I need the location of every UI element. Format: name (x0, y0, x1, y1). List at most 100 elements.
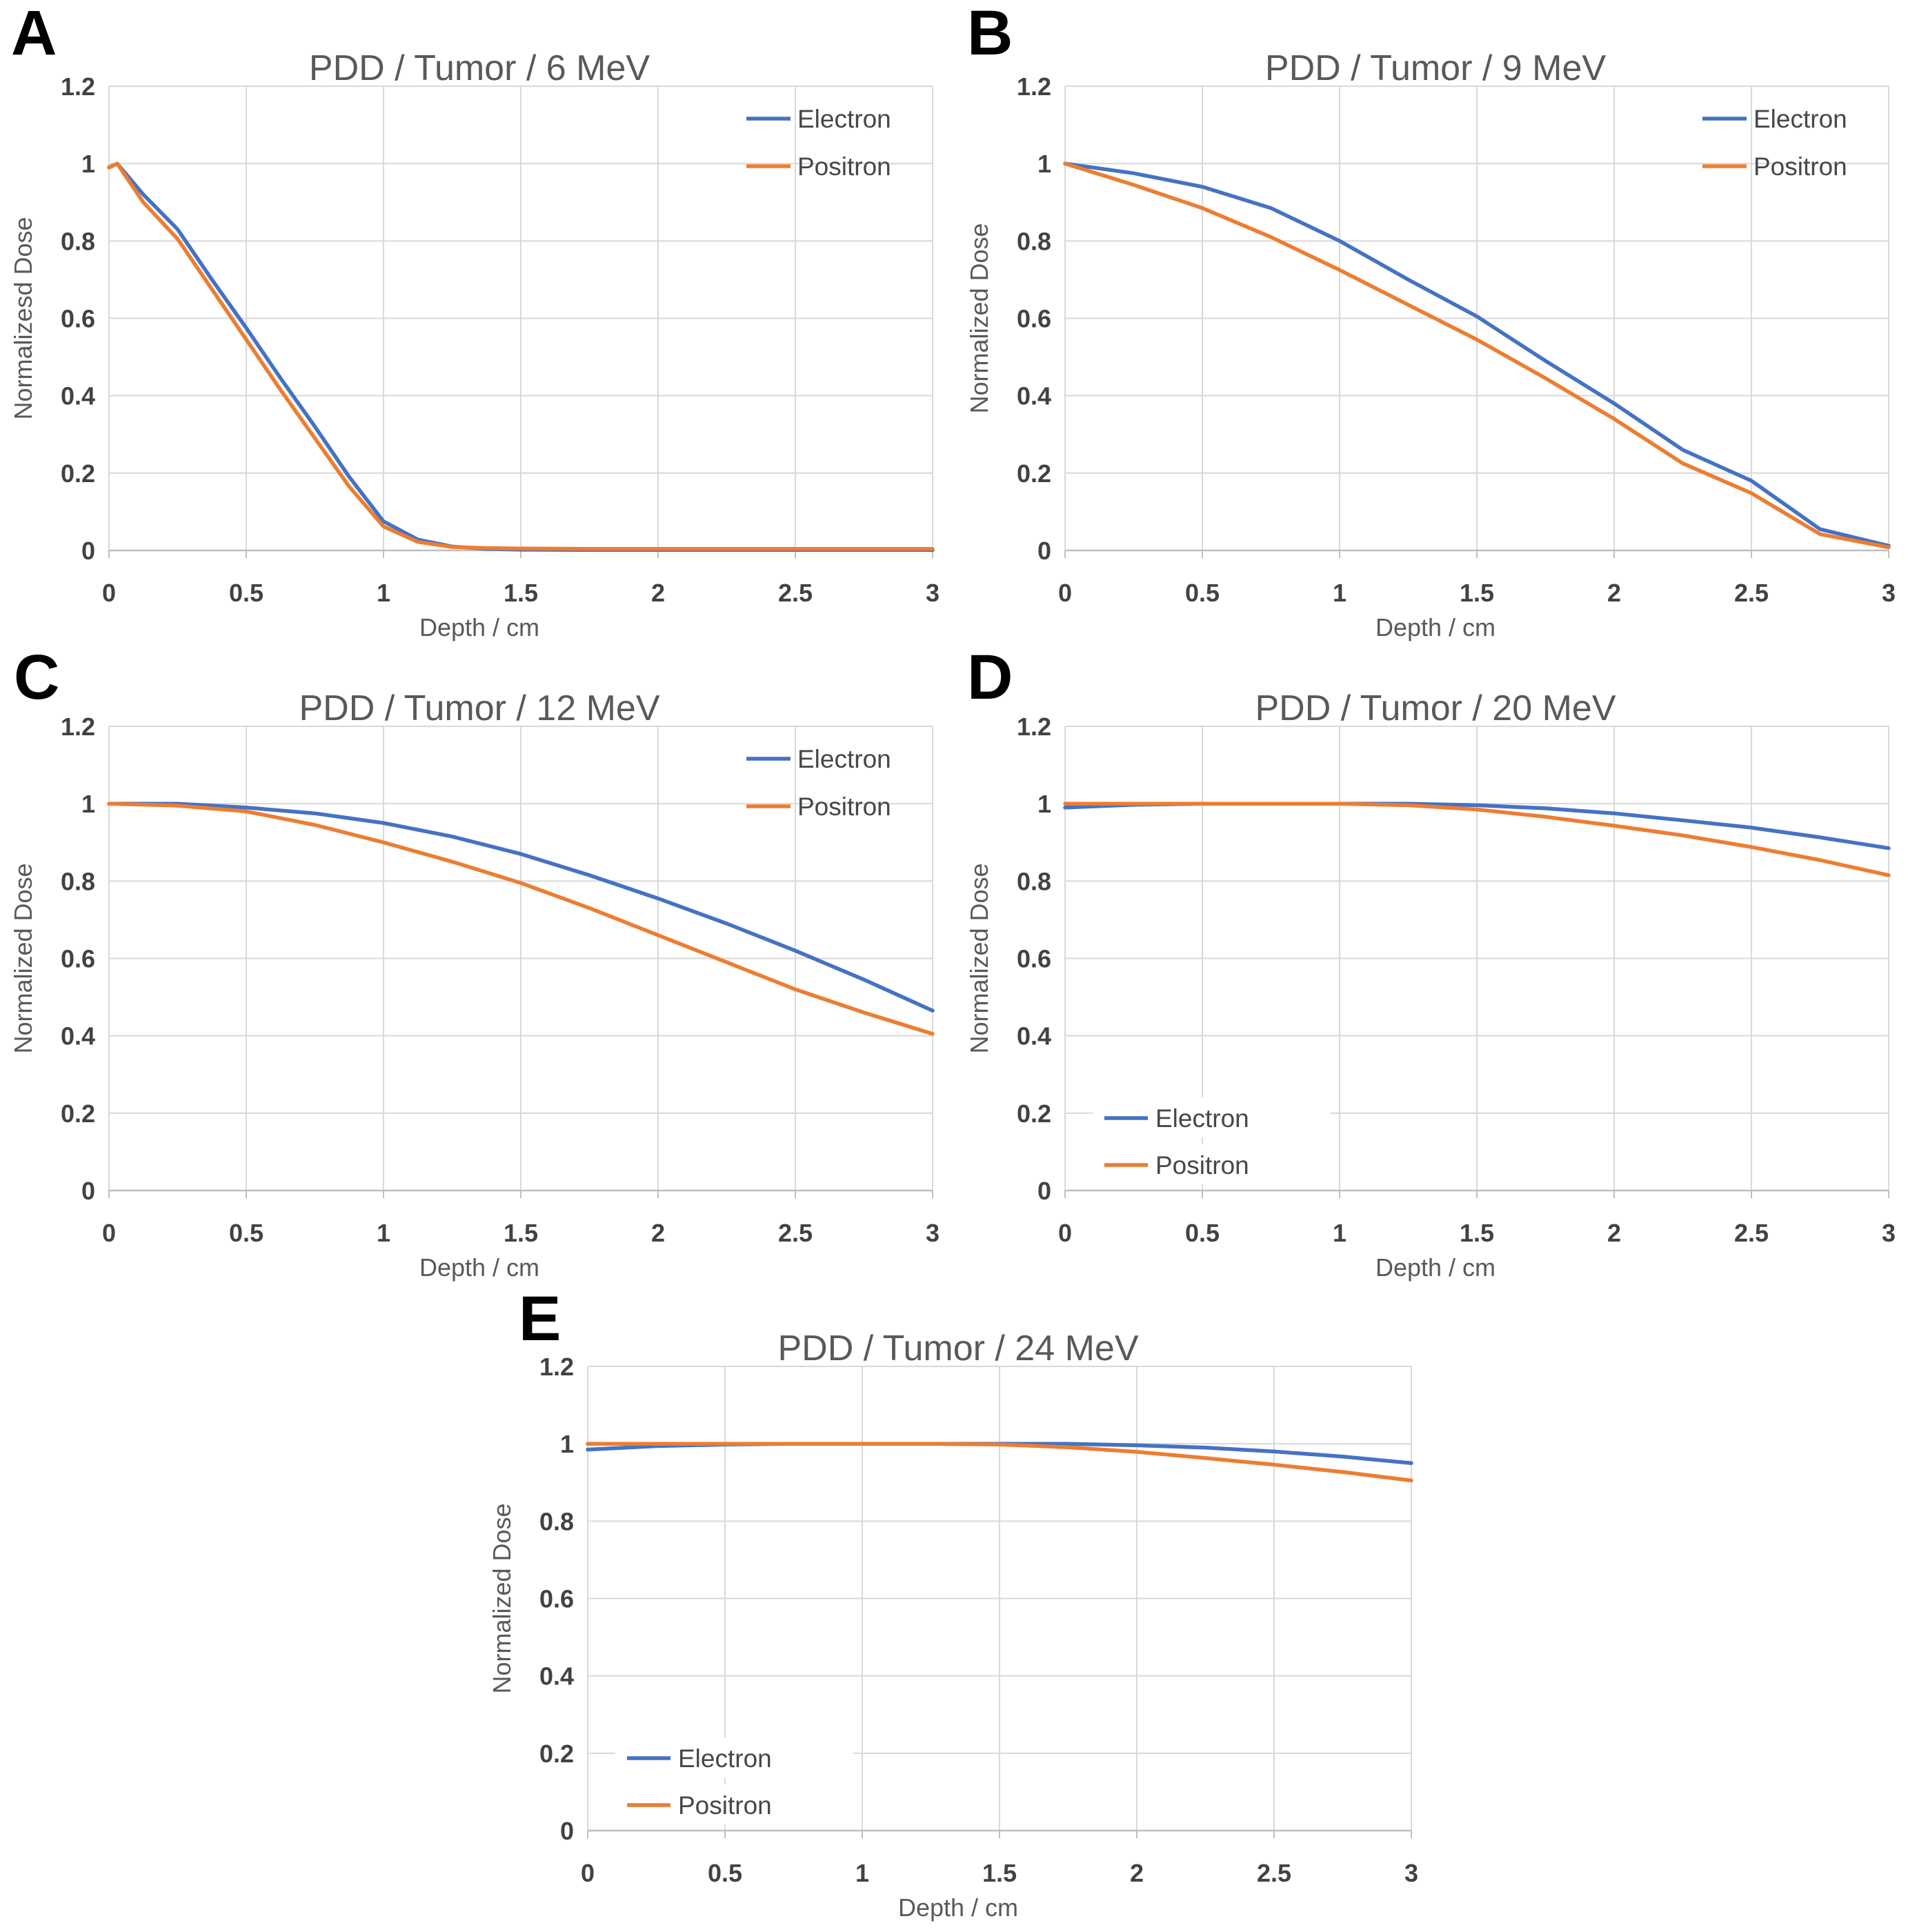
chart-panel-b: B PDD / Tumor / 9 MeV 0 0.5 1 1.5 2 2.5 3 0 0.2 0.… (956, 0, 1908, 655)
series-positron-line (107, 161, 935, 551)
x-axis-title: Depth / cm (419, 1253, 539, 1282)
y-tick-label: 1.2 (61, 713, 95, 741)
x-axis-title: Depth / cm (1375, 613, 1495, 641)
legend-electron-label: Electron (797, 745, 891, 773)
series-electron-line (107, 801, 935, 1013)
x-tick-label: 2 (1607, 579, 1621, 607)
legend-positron-label: Positron (797, 793, 891, 821)
x-tick-label: 2 (1130, 1859, 1144, 1887)
x-tick-label: 3 (1882, 579, 1896, 607)
x-tick-label: 3 (926, 1219, 940, 1247)
series-positron-line (586, 1442, 1413, 1483)
panel-letter-a: A (11, 0, 57, 68)
x-tick-label: 1.5 (1460, 1219, 1494, 1247)
x-tick-label: 0 (1058, 579, 1072, 607)
y-tick-label: 1.2 (61, 72, 95, 101)
x-tick-label: 2.5 (1734, 579, 1769, 607)
x-tick-label: 3 (1882, 1219, 1896, 1247)
x-tick-label: 2.5 (778, 1219, 813, 1247)
pdd-12mev-chart: PDD / Tumor / 12 MeV 0 0.5 1 1.5 2 2.5 3 0 0.2 0.4… (9, 688, 940, 1282)
chart-panel-e: E PDD / Tumor / 24 MeV 0 0.5 1 1.5 2 2.5 3 0 0.2 0… (479, 1280, 1438, 1932)
legend-electron-label: Electron (678, 1744, 772, 1773)
legend-positron-label: Positron (678, 1791, 772, 1820)
y-tick-label: 0.2 (1017, 459, 1051, 488)
series-electron-line (1063, 161, 1891, 548)
x-axis-title: Depth / cm (419, 613, 539, 641)
y-tick-label: 1.2 (1017, 713, 1051, 741)
chart-title: PDD / Tumor / 20 MeV (1255, 688, 1616, 728)
y-tick-label: 0 (560, 1817, 574, 1845)
panel-letter-b: B (967, 0, 1013, 68)
x-tick-label: 1.5 (982, 1859, 1017, 1887)
legend-positron-label: Positron (797, 152, 891, 181)
y-tick-label: 0.6 (61, 305, 95, 333)
x-tick-label: 0.5 (1185, 579, 1220, 607)
y-tick-label: 0.6 (1017, 945, 1051, 973)
y-tick-label: 0.8 (539, 1507, 574, 1535)
legend-positron-label: Positron (1155, 1151, 1249, 1179)
y-axis-title: Normalized Dose (965, 223, 993, 413)
x-tick-label: 0 (102, 579, 116, 607)
y-tick-label: 1 (81, 790, 95, 818)
panel-letter-e: E (519, 1284, 562, 1354)
x-tick-label: 2 (1607, 1219, 1621, 1247)
pdd-9mev-chart: PDD / Tumor / 9 MeV 0 0.5 1 1.5 2 2.5 3 0 0.2 0.4 0… (965, 48, 1896, 641)
legend-positron-label: Positron (1753, 152, 1847, 181)
x-tick-label: 0 (1058, 1219, 1072, 1247)
y-tick-label: 0.6 (539, 1585, 574, 1613)
y-axis-title: Normalized Dose (965, 863, 993, 1053)
y-tick-label: 1 (1037, 150, 1051, 178)
chart-title: PDD / Tumor / 24 MeV (777, 1328, 1138, 1368)
pdd-6mev-chart: PDD / Tumor / 6 MeV 0 0.5 1 1.5 2 2.5 3 0 0.2 0.4 0… (9, 48, 940, 641)
x-tick-label: 1 (1333, 579, 1346, 607)
panel-letter-d: D (967, 642, 1013, 713)
y-tick-label: 1.2 (539, 1353, 574, 1381)
legend-electron-label: Electron (797, 105, 891, 133)
x-tick-label: 3 (1404, 1859, 1418, 1887)
y-tick-label: 0.8 (1017, 867, 1051, 895)
x-tick-label: 3 (926, 579, 940, 607)
y-tick-label: 1 (1037, 790, 1051, 818)
x-tick-label: 1 (377, 579, 390, 607)
y-tick-label: 1 (560, 1430, 574, 1458)
y-tick-label: 1.2 (1017, 72, 1051, 101)
y-axis-title: Normalized Dose (488, 1503, 516, 1693)
x-tick-label: 2.5 (778, 579, 813, 607)
y-tick-label: 0.8 (61, 227, 95, 255)
x-tick-label: 2.5 (1734, 1219, 1769, 1247)
x-tick-label: 2 (651, 1219, 665, 1247)
x-tick-label: 0.5 (229, 579, 264, 607)
series-positron-line (107, 801, 935, 1036)
y-axis-title: Normalizesd Dose (9, 217, 37, 419)
y-tick-label: 0 (1037, 537, 1051, 565)
x-tick-label: 0.5 (229, 1219, 264, 1247)
chart-panel-d: D PDD / Tumor / 20 MeV 0 0.5 1 1.5 2 2.5 3 0 0.2 0… (956, 640, 1908, 1295)
x-tick-label: 1 (1333, 1219, 1346, 1247)
panel-letter-c: C (14, 642, 60, 713)
x-tick-label: 1.5 (1460, 579, 1494, 607)
legend-electron-label: Electron (1753, 105, 1847, 133)
y-tick-label: 0.2 (61, 1099, 95, 1128)
y-tick-label: 0.4 (1017, 382, 1051, 410)
y-tick-label: 0.2 (539, 1740, 574, 1768)
chart-title: PDD / Tumor / 6 MeV (309, 48, 650, 88)
x-tick-label: 0.5 (708, 1859, 742, 1887)
x-tick-label: 2.5 (1257, 1859, 1291, 1887)
y-tick-label: 0.6 (1017, 305, 1051, 333)
x-tick-label: 2 (651, 579, 665, 607)
y-tick-label: 0.8 (1017, 227, 1051, 255)
pdd-20mev-chart: PDD / Tumor / 20 MeV 0 0.5 1 1.5 2 2.5 3 0 0.2 0.4… (965, 688, 1896, 1282)
chart-panel-c: C PDD / Tumor / 12 MeV 0 0.5 1 1.5 2 2.5 3 0 0.2 0… (0, 640, 959, 1295)
x-tick-label: 0 (581, 1859, 595, 1887)
y-tick-label: 0 (81, 537, 95, 565)
y-tick-label: 0.2 (1017, 1099, 1051, 1128)
x-tick-label: 1 (377, 1219, 390, 1247)
x-tick-label: 0 (102, 1219, 116, 1247)
chart-title: PDD / Tumor / 12 MeV (299, 688, 659, 728)
x-axis-title: Depth / cm (898, 1893, 1018, 1922)
y-tick-label: 1 (81, 150, 95, 178)
pdd-24mev-chart: PDD / Tumor / 24 MeV 0 0.5 1 1.5 2 2.5 3 0 0.2 0.4… (488, 1328, 1418, 1922)
y-tick-label: 0.2 (61, 459, 95, 488)
x-tick-label: 1.5 (504, 1219, 538, 1247)
